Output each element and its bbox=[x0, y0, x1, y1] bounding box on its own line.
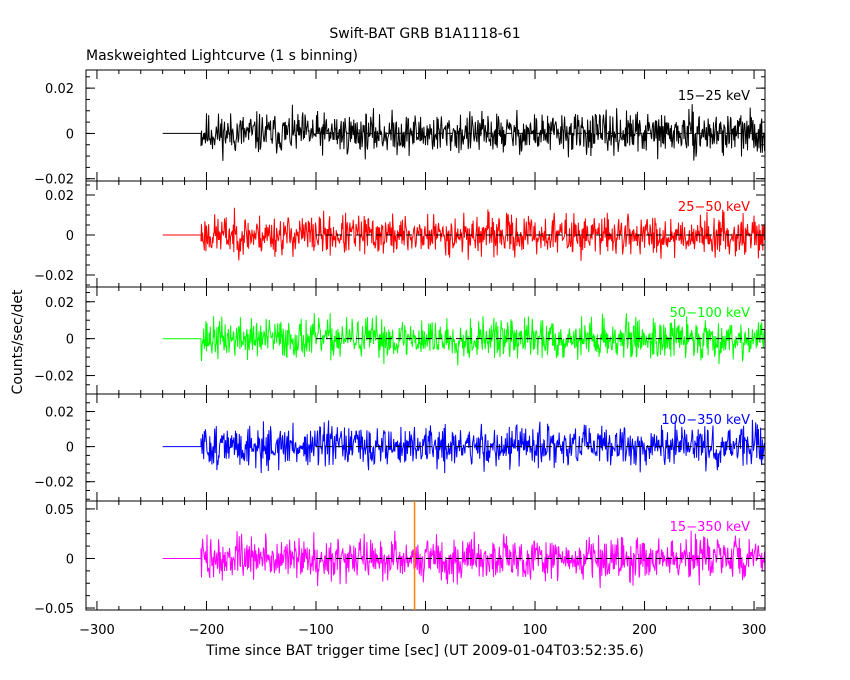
chart-title: Swift-BAT GRB B1A1118-61 bbox=[329, 26, 520, 42]
panel-frame bbox=[85, 69, 766, 182]
y-tick-label: −0.02 bbox=[34, 476, 74, 491]
x-tick-label: 0 bbox=[421, 623, 429, 638]
y-tick-label: 0 bbox=[66, 229, 74, 244]
series-line bbox=[162, 530, 766, 589]
y-tick-label: 0.02 bbox=[45, 296, 74, 311]
band-label: 15−350 keV bbox=[670, 520, 750, 535]
x-tick-label: −100 bbox=[298, 623, 334, 638]
x-tick-label: −200 bbox=[189, 623, 225, 638]
y-tick-label: −0.02 bbox=[34, 370, 74, 385]
y-tick-label: 0.02 bbox=[45, 82, 74, 97]
y-tick-label: −0.02 bbox=[34, 269, 74, 284]
panel-5: −0.05 0 0.05 15−350 keV bbox=[34, 500, 766, 617]
y-tick-label: 0.02 bbox=[45, 406, 74, 421]
series-line bbox=[162, 419, 766, 474]
y-tick-label: 0.05 bbox=[45, 503, 74, 518]
y-tick-label: −0.02 bbox=[34, 173, 74, 188]
series-line bbox=[162, 313, 766, 366]
x-tick-label: 100 bbox=[523, 623, 548, 638]
x-tick-label: 200 bbox=[632, 623, 657, 638]
band-label: 100−350 keV bbox=[661, 413, 750, 428]
chart-subtitle: Maskweighted Lightcurve (1 s binning) bbox=[86, 48, 358, 64]
band-label: 25−50 keV bbox=[678, 200, 750, 215]
panel-2: −0.02 0 0.02 25−50 keV bbox=[34, 180, 766, 288]
y-tick-label: 0.02 bbox=[45, 189, 74, 204]
series-line bbox=[162, 104, 766, 161]
y-tick-label: −0.05 bbox=[34, 602, 74, 617]
x-axis-label: Time since BAT trigger time [sec] (UT 20… bbox=[205, 643, 644, 659]
y-tick-label: 0 bbox=[66, 441, 74, 456]
panel-3: −0.02 0 0.02 50−100 keV bbox=[34, 286, 766, 395]
band-label: 15−25 keV bbox=[678, 89, 750, 104]
x-tick-label: 300 bbox=[742, 623, 767, 638]
y-tick-label: 0 bbox=[66, 552, 74, 567]
y-tick-label: 0 bbox=[66, 127, 74, 142]
y-tick-label: 0 bbox=[66, 333, 74, 348]
y-axis-label: Counts/sec/det bbox=[10, 289, 26, 394]
x-tick-label: −300 bbox=[79, 623, 115, 638]
band-label: 50−100 keV bbox=[670, 306, 750, 321]
panel-4: −0.02 0 0.02 100−350 keV bbox=[34, 393, 766, 502]
series-line bbox=[162, 207, 766, 261]
panel-1: −0.02 0 0.02 15−25 keV bbox=[34, 69, 766, 188]
